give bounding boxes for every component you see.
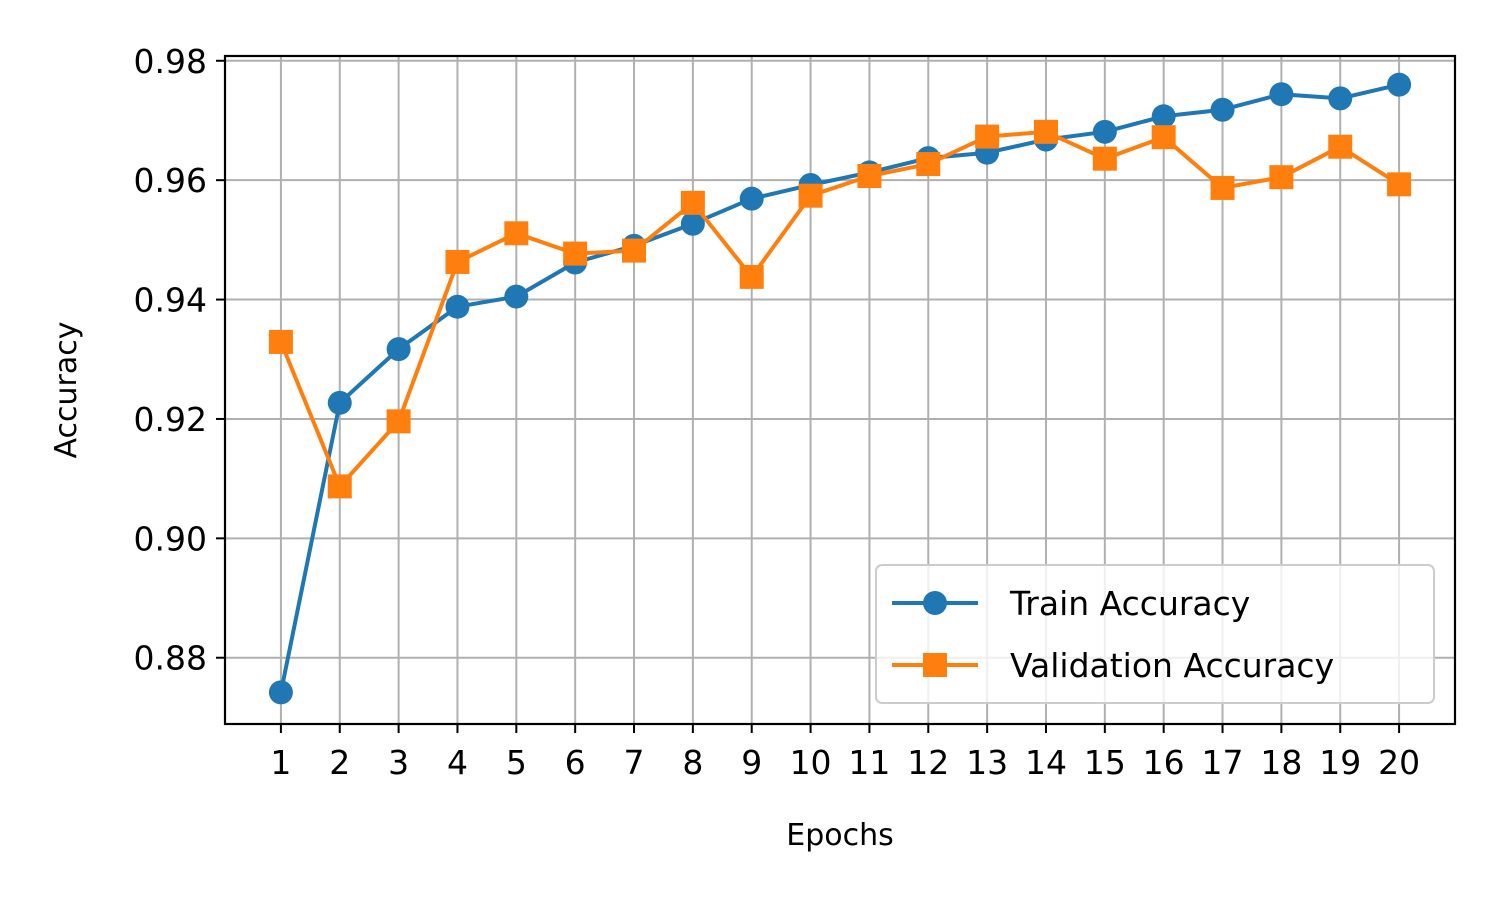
data-point (739, 186, 764, 211)
data-point (1151, 104, 1176, 129)
y-tick-label: 0.98 (134, 42, 207, 81)
data-point (327, 474, 352, 499)
data-point (1387, 172, 1412, 197)
data-point (1151, 125, 1176, 150)
x-tick-label: 11 (848, 743, 890, 782)
series-layer (268, 72, 1412, 705)
axis-ticks: 1 2 3 4 5 6 7 8 9 10 11 12 13 14 15 16 17 18 19 200.880.900… (134, 42, 1421, 782)
data-point (622, 238, 647, 263)
x-tick-label: 10 (790, 743, 832, 782)
legend-marker (923, 591, 947, 615)
x-tick-label: 17 (1202, 743, 1244, 782)
x-tick-label: 18 (1260, 743, 1302, 782)
x-tick-label: 7 (624, 743, 645, 782)
data-point (1092, 119, 1117, 144)
data-point (268, 329, 293, 354)
data-point (916, 152, 941, 177)
series-validation-accuracy (268, 119, 1412, 499)
data-point (1269, 82, 1294, 107)
y-tick-label: 0.88 (134, 639, 207, 678)
data-point (798, 183, 823, 208)
data-point (1328, 86, 1353, 111)
x-tick-label: 12 (907, 743, 949, 782)
x-tick-label: 6 (565, 743, 586, 782)
x-tick-label: 5 (506, 743, 527, 782)
y-axis-label: Accuracy (49, 322, 84, 459)
data-point (1269, 165, 1294, 190)
legend-label: Validation Accuracy (1010, 646, 1334, 685)
data-point (1092, 146, 1117, 171)
data-point (445, 249, 470, 274)
legend: Train Accuracy Validation Accuracy (875, 564, 1435, 704)
data-point (857, 163, 882, 188)
data-point (1033, 119, 1058, 144)
x-tick-label: 15 (1084, 743, 1126, 782)
x-tick-label: 20 (1378, 743, 1420, 782)
legend-label: Train Accuracy (1009, 584, 1250, 623)
x-axis-label: Epochs (786, 818, 894, 853)
x-tick-label: 16 (1143, 743, 1185, 782)
legend-marker (923, 653, 947, 677)
data-point (1387, 72, 1412, 97)
data-point (1328, 134, 1353, 159)
data-point (739, 264, 764, 289)
data-point (504, 221, 529, 246)
x-tick-label: 14 (1025, 743, 1067, 782)
x-tick-label: 4 (447, 743, 468, 782)
x-tick-label: 2 (329, 743, 350, 782)
x-tick-label: 13 (966, 743, 1008, 782)
x-tick-label: 9 (741, 743, 762, 782)
data-point (445, 294, 470, 319)
data-point (1210, 97, 1235, 122)
x-tick-label: 1 (270, 743, 291, 782)
data-point (268, 680, 293, 705)
data-point (504, 284, 529, 309)
x-tick-label: 19 (1319, 743, 1361, 782)
x-tick-label: 3 (388, 743, 409, 782)
y-tick-label: 0.94 (134, 281, 207, 320)
plot-frame (223, 54, 1457, 726)
data-point (386, 337, 411, 362)
data-point (386, 409, 411, 434)
data-point (680, 190, 705, 215)
data-point (563, 241, 588, 266)
y-tick-label: 0.96 (134, 161, 207, 200)
x-tick-label: 8 (682, 743, 703, 782)
data-point (327, 390, 352, 415)
data-point (1210, 175, 1235, 200)
y-tick-label: 0.90 (134, 519, 207, 558)
data-point (975, 124, 1000, 149)
legend-box (875, 564, 1435, 704)
y-tick-label: 0.92 (134, 400, 207, 439)
data-point (680, 211, 705, 236)
